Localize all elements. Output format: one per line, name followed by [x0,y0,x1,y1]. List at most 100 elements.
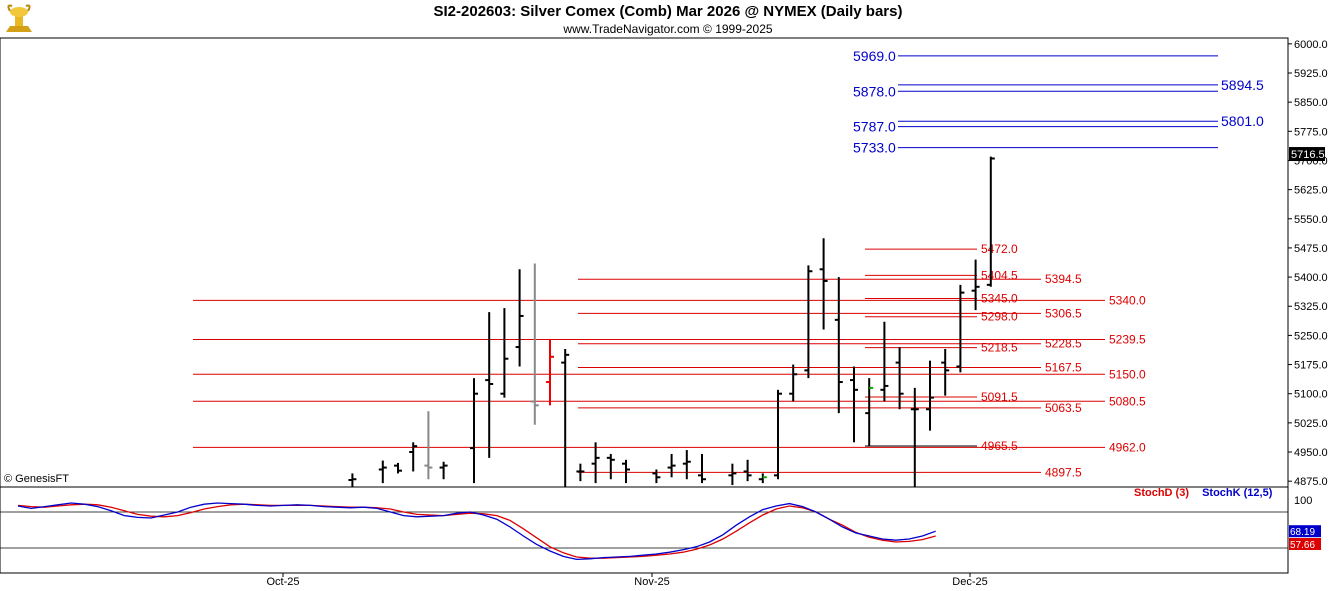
price-bar [728,463,737,486]
price-bar [910,387,919,487]
price-bar [515,269,524,367]
stochastic-panel [0,502,1288,561]
y-tick-label: 5550.0 [1294,214,1328,226]
stoch-k-value: 68.19 [1290,527,1315,538]
stoch-y-label: 100 [1294,495,1312,507]
support-label: 5472.0 [981,242,1018,256]
stochastic-legend: StochD (3) StochK (12,5) [1134,487,1272,499]
price-bar [743,459,752,482]
price-bar [986,156,995,287]
support-label: 4897.5 [1045,465,1082,479]
price-bar [880,321,889,402]
price-bar [758,473,767,484]
support-label: 5091.5 [981,390,1018,404]
support-label: 4965.5 [981,439,1018,453]
y-tick-label: 6000.0 [1294,39,1328,51]
y-tick-label: 4875.0 [1294,476,1328,488]
price-bar [865,378,874,447]
last-price-label: 5716.5 [1291,149,1325,161]
stoch-k-legend: StochK (12,5) [1202,487,1273,499]
price-bar [622,459,630,484]
price-bar [409,442,418,472]
price-bar [470,378,478,484]
price-bar [819,238,828,330]
price-bar [956,284,965,373]
y-tick-label: 5475.0 [1294,243,1328,255]
resistance-label: 5878.0 [853,83,896,99]
price-bar [652,469,661,484]
stoch-k-badge [1289,525,1321,538]
y-tick-label: 4950.0 [1294,447,1328,459]
price-bar [591,442,600,484]
support-label: 5404.5 [981,268,1018,282]
stoch-d-legend: StochD (3) [1134,487,1189,499]
price-bar [561,348,570,487]
price-panel: 5969.0 5894.5 5878.0 5801.0 5787.0 5733.0 5472… [193,48,1264,487]
support-label: 5394.5 [1045,272,1082,286]
price-bar [971,259,980,311]
support-label: 5239.5 [1109,332,1146,346]
resistance-label: 5787.0 [853,119,896,135]
stoch-panel-border [0,486,1289,574]
price-panel-border [0,37,1289,488]
support-label: 5298.0 [981,310,1018,324]
price-bar [682,450,691,480]
x-tick-label: Nov-25 [634,576,669,588]
y-tick-label: 5175.0 [1294,360,1328,372]
support-label: 5345.0 [981,291,1018,305]
last-price-badge [1289,147,1325,162]
chart-header: SI2-202603: Silver Comex (Comb) Mar 2026… [0,0,1336,38]
x-tick-label: Oct-25 [266,576,299,588]
resistance-label: 5969.0 [853,48,896,64]
y-tick-label: 5775.0 [1294,126,1328,138]
support-label: 5150.0 [1109,367,1146,381]
genesis-credit: © GenesisFT [4,473,69,485]
price-bar [895,347,904,410]
price-bar [348,473,357,487]
support-label: 5218.5 [981,341,1018,355]
bull-trophy-icon [6,4,32,32]
price-bar [774,389,782,480]
price-bar [698,453,706,484]
chart-subtitle: www.TradeNavigator.com © 1999-2025 [563,22,773,36]
support-label: 5167.5 [1045,360,1082,374]
price-bar [850,366,858,443]
resistance-label: 5801.0 [1221,113,1264,129]
support-label: 4962.0 [1109,440,1146,454]
support-label: 5063.5 [1045,401,1082,415]
y-tick-label: 5625.0 [1294,185,1328,197]
y-tick-label: 5850.0 [1294,97,1328,109]
price-bar [485,312,494,458]
price-bar [530,263,539,425]
y-tick-label: 5250.0 [1294,330,1328,342]
resistance-label: 5894.5 [1221,77,1264,93]
chart-title: SI2-202603: Silver Comex (Comb) Mar 2026… [433,3,903,20]
price-bar [789,364,798,402]
price-bar [804,265,813,379]
price-bar [500,308,509,398]
support-label: 5080.5 [1109,394,1146,408]
price-bar [926,360,934,431]
y-tick-label: 5025.0 [1294,418,1328,430]
support-label: 5306.5 [1045,306,1082,320]
y-tick-label: 5400.0 [1294,272,1328,284]
y-tick-label: 5925.0 [1294,68,1328,80]
price-bar [941,348,950,396]
y-tick-label: 5325.0 [1294,301,1328,313]
stoch-d-badge [1289,538,1321,550]
price-bar [394,462,402,474]
price-bar [424,411,433,480]
price-bar [606,453,615,480]
price-bar [576,463,585,482]
price-bar [667,453,676,478]
x-tick-label: Dec-25 [952,576,987,588]
stoch-d-value: 57.66 [1290,540,1315,551]
y-tick-label: 5100.0 [1294,389,1328,401]
price-bar [834,277,843,414]
support-label: 5340.0 [1109,293,1146,307]
price-bar [378,460,387,484]
chart-axes: 6000.05925.05850.05775.05700.05625.05550… [0,37,1328,588]
resistance-label: 5733.0 [853,140,896,156]
support-label: 5228.5 [1045,337,1082,351]
